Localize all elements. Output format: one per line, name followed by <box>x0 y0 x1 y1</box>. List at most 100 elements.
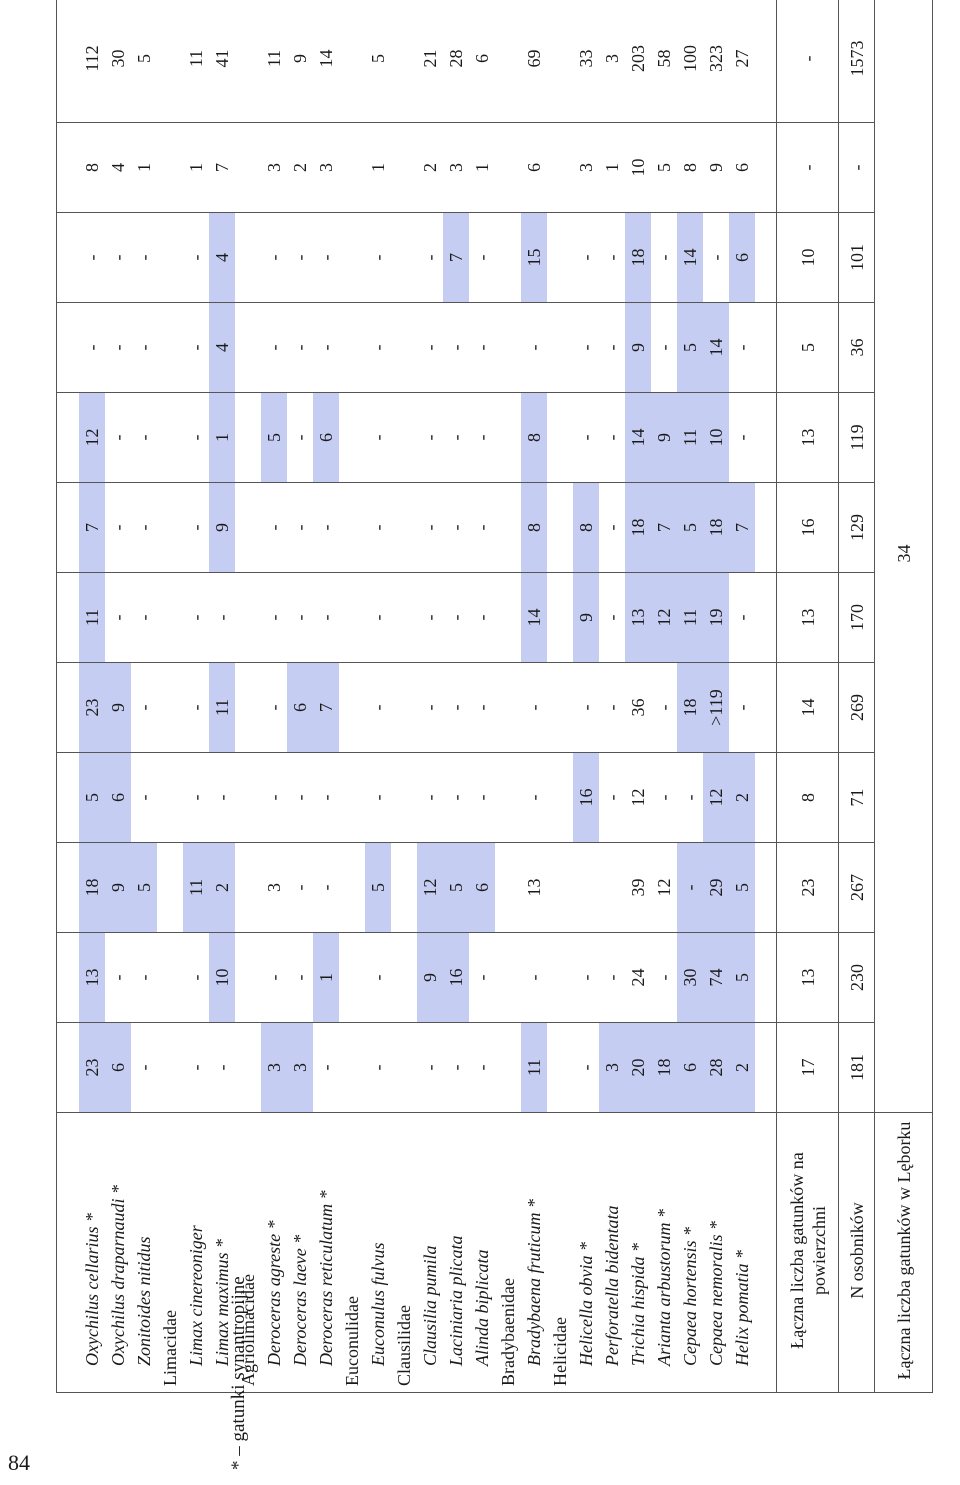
count-value: 1 <box>208 393 235 482</box>
count-value: - <box>523 974 544 981</box>
count-value: - <box>471 614 492 621</box>
count-value: 13 <box>624 573 651 662</box>
count-value <box>157 663 183 752</box>
count-value: 18 <box>676 663 703 752</box>
count-value: - <box>419 614 440 621</box>
count-value <box>235 843 261 932</box>
individuals-cell: 1573 <box>838 0 875 123</box>
count-value: - <box>601 254 622 261</box>
count-value: - <box>575 254 596 261</box>
individuals-cell: 36 <box>838 302 875 393</box>
count-value: - <box>211 794 232 801</box>
count-value <box>339 753 365 842</box>
count-value: - <box>653 254 674 261</box>
total-species-value: 34 <box>874 0 933 1113</box>
count-value: 13 <box>78 933 105 1022</box>
count-value: - <box>653 974 674 981</box>
count-value: 69 <box>523 49 544 68</box>
count-value: 3 <box>263 163 284 172</box>
count-value <box>157 483 183 572</box>
count-value: - <box>419 344 440 351</box>
species-count-row: Łączna liczba gatunków na powierzchni 17… <box>776 0 839 1393</box>
count-value: 7 <box>728 483 755 572</box>
count-value: 3 <box>575 163 596 172</box>
individuals-cell: 129 <box>838 482 875 573</box>
individuals-cell: 71 <box>838 752 875 843</box>
count-value: - <box>601 434 622 441</box>
count-value: - <box>471 254 492 261</box>
count-value: 7 <box>78 483 105 572</box>
count-value: 2 <box>728 1023 755 1112</box>
count-value: - <box>575 704 596 711</box>
count-value: 1 <box>471 163 492 172</box>
count-value: 2 <box>419 163 440 172</box>
count-value: - <box>263 704 284 711</box>
count-value: 11 <box>78 573 105 662</box>
data-column: 12- - -1 5-6- - - -8- -14 9 11 10- <box>56 392 777 483</box>
count-value: 11 <box>676 393 703 482</box>
count-value: - <box>289 794 310 801</box>
count-value: 2 <box>728 753 755 842</box>
count-value: 5 <box>728 843 755 932</box>
count-value: - <box>653 704 674 711</box>
count-value: - <box>731 704 752 711</box>
count-value <box>391 393 417 482</box>
count-value <box>339 573 365 662</box>
count-value: 2 <box>289 163 310 172</box>
count-value <box>391 123 417 212</box>
count-value: 2 <box>208 843 235 932</box>
count-value: - <box>133 1064 154 1071</box>
count-value <box>235 753 261 842</box>
count-value: 13 <box>523 878 544 897</box>
count-value: 14 <box>676 213 703 302</box>
count-value: - <box>133 794 154 801</box>
rotated-table-wrapper: Oxychilus cellarius * Oxychilus draparnau… <box>56 0 933 1393</box>
species-count-cell: 14 <box>776 662 839 753</box>
species-label: Trichia hispida * <box>627 1242 648 1366</box>
count-value: - <box>107 524 128 531</box>
count-value: - <box>133 434 154 441</box>
count-value <box>391 303 417 392</box>
individuals-cell: 181 <box>838 1022 875 1113</box>
count-value: 11 <box>520 1023 547 1112</box>
data-column: - - - -4- - - - - - - - - -9-5 14- <box>56 302 777 393</box>
data-column: 23 9- -11-6 7- - - - - - -36-18 >119- <box>56 662 777 753</box>
count-value: 6 <box>286 663 313 752</box>
count-value: - <box>133 524 154 531</box>
count-value: 7 <box>650 483 677 572</box>
count-value: - <box>601 524 622 531</box>
count-value: 9 <box>104 843 131 932</box>
count-value: 10 <box>208 933 235 1022</box>
count-value <box>339 663 365 752</box>
count-value: 11 <box>676 573 703 662</box>
count-value: - <box>601 704 622 711</box>
count-value: - <box>367 524 388 531</box>
count-value: 7 <box>442 213 469 302</box>
count-value: 8 <box>572 483 599 572</box>
count-value: 5 <box>130 843 157 932</box>
count-value: 14 <box>702 303 729 392</box>
count-value <box>391 843 417 932</box>
count-value <box>495 0 521 122</box>
count-value: 5 <box>653 163 674 172</box>
count-value: - <box>367 794 388 801</box>
count-value: 9 <box>572 573 599 662</box>
count-value: - <box>107 614 128 621</box>
count-value <box>547 573 573 662</box>
count-value <box>391 1023 417 1112</box>
count-value: 12 <box>627 788 648 807</box>
count-value <box>235 213 261 302</box>
count-value: 14 <box>315 49 336 68</box>
count-value: - <box>367 974 388 981</box>
count-value: 19 <box>702 573 729 662</box>
count-value <box>339 933 365 1022</box>
count-value: 15 <box>520 213 547 302</box>
count-value: 8 <box>679 163 700 172</box>
count-value: - <box>289 974 310 981</box>
species-count-cell: 16 <box>776 482 839 573</box>
count-value: 29 <box>702 843 729 932</box>
count-value <box>157 213 183 302</box>
count-value: - <box>419 704 440 711</box>
count-value: - <box>471 524 492 531</box>
count-value: 27 <box>731 49 752 68</box>
